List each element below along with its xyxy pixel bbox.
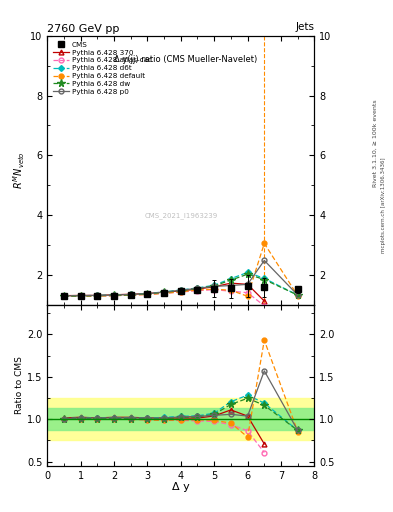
Y-axis label: $R^{M}N_{veto}$: $R^{M}N_{veto}$ (12, 152, 27, 189)
Text: mcplots.cern.ch [arXiv:1306.3436]: mcplots.cern.ch [arXiv:1306.3436] (381, 157, 386, 252)
Legend: CMS, Pythia 6.428 370, Pythia 6.428 atlas-cac, Pythia 6.428 d6t, Pythia 6.428 de: CMS, Pythia 6.428 370, Pythia 6.428 atla… (51, 39, 154, 97)
Text: CMS_2021_I1963239: CMS_2021_I1963239 (144, 212, 217, 219)
Text: Rivet 3.1.10, ≥ 100k events: Rivet 3.1.10, ≥ 100k events (373, 99, 378, 187)
Y-axis label: Ratio to CMS: Ratio to CMS (15, 356, 24, 414)
X-axis label: Δ y: Δ y (172, 482, 190, 492)
Text: 2760 GeV pp: 2760 GeV pp (47, 24, 119, 34)
Text: Jets: Jets (296, 22, 314, 32)
Text: Δ y(jj) ratio (CMS Mueller-Navelet): Δ y(jj) ratio (CMS Mueller-Navelet) (114, 55, 258, 63)
